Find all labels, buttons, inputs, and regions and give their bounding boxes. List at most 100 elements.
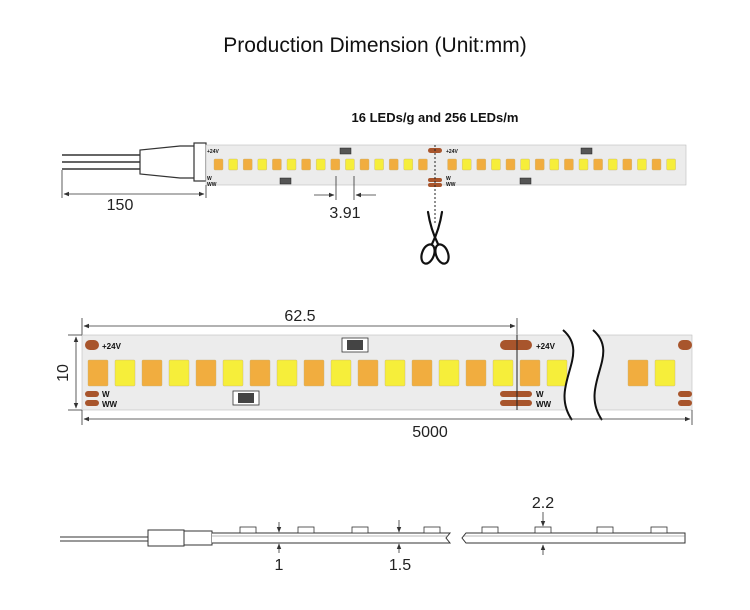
- side-led-chip: [534, 526, 552, 534]
- wire-length-dimension: 150: [61, 170, 207, 214]
- strip-width-dimension: 10: [55, 334, 82, 411]
- led-chip: [492, 359, 514, 387]
- led-chip: [578, 158, 589, 171]
- total-thickness-dimension: 1.5: [389, 520, 411, 574]
- led-density-label: 16 LEDs/g and 256 LEDs/m: [352, 110, 519, 125]
- led-chip: [520, 158, 530, 171]
- led-chip: [564, 158, 574, 171]
- led-chip: [505, 158, 516, 171]
- copper-pad: [500, 340, 532, 350]
- led-chip: [549, 158, 559, 171]
- overview-led-row: [213, 158, 676, 171]
- led-chip: [257, 158, 267, 171]
- led-chip: [608, 158, 618, 171]
- led-chip: [213, 158, 224, 171]
- positive-mark: +24V: [102, 342, 122, 351]
- led-height-dimension: 2.2: [532, 495, 554, 555]
- group-length-dimension: 62.5: [81, 308, 518, 336]
- led-chip: [535, 158, 545, 171]
- total-length-label: 5000: [412, 424, 448, 441]
- led-chip: [272, 158, 282, 171]
- copper-pad: [85, 400, 99, 406]
- pcb-thickness-label: 1: [275, 557, 284, 574]
- led-chip: [593, 158, 603, 171]
- resistor-icon: [279, 177, 292, 185]
- break-mark: [562, 329, 605, 421]
- led-chip: [345, 158, 355, 171]
- copper-pad: [428, 178, 442, 182]
- overview-strip: +24V W WW +24V W WW: [62, 142, 687, 188]
- copper-pad: [85, 391, 99, 397]
- side-connector-cap: [183, 530, 213, 546]
- overview-white-mark: W: [207, 176, 212, 182]
- led-chip: [637, 158, 647, 171]
- side-led-chip: [297, 526, 315, 534]
- warm-white-mark-2: WW: [536, 400, 552, 409]
- led-chip: [357, 359, 379, 387]
- led-chip: [622, 158, 632, 171]
- overview-white-mark-2: W: [446, 176, 451, 182]
- led-chip: [330, 158, 340, 171]
- side-pcb-right: [461, 532, 686, 544]
- copper-pad: [678, 391, 692, 397]
- scissors-icon: [420, 210, 450, 265]
- copper-pad: [500, 400, 532, 406]
- led-chip: [462, 158, 472, 171]
- led-chip: [374, 158, 384, 171]
- led-chip: [195, 359, 217, 387]
- led-chip: [666, 158, 676, 171]
- led-chip: [228, 158, 238, 171]
- led-chip: [519, 359, 541, 387]
- page-title: Production Dimension (Unit:mm): [223, 34, 526, 57]
- led-chip: [627, 359, 649, 387]
- white-mark-2: W: [536, 390, 544, 399]
- led-chip: [465, 359, 487, 387]
- led-chip: [651, 158, 662, 171]
- led-chip: [476, 158, 486, 171]
- led-chip: [242, 158, 253, 171]
- resistor-icon: [339, 147, 352, 155]
- side-view: [60, 526, 686, 547]
- side-led-chip: [481, 526, 499, 534]
- side-led-chip: [239, 526, 257, 534]
- side-led-chip: [596, 526, 614, 534]
- copper-pad: [85, 340, 99, 350]
- side-led-chip: [423, 526, 441, 534]
- led-chip: [384, 359, 406, 387]
- detail-led-row: [87, 359, 676, 387]
- led-chip: [168, 359, 190, 387]
- resistor-icon: [341, 337, 369, 353]
- group-length-label: 62.5: [284, 308, 315, 325]
- led-chip: [389, 158, 399, 171]
- overview-positive-mark-2: +24V: [446, 149, 458, 155]
- led-chip: [276, 359, 298, 387]
- copper-pad: [678, 340, 692, 350]
- resistor-icon: [580, 147, 593, 155]
- led-chip: [249, 359, 271, 387]
- white-mark: W: [102, 390, 110, 399]
- led-chip: [316, 158, 326, 171]
- led-chip: [491, 158, 501, 171]
- side-pcb-left: [212, 532, 452, 544]
- led-chip: [654, 359, 676, 387]
- wire-length-label: 150: [107, 197, 134, 214]
- led-chip: [87, 359, 109, 387]
- led-height-label: 2.2: [532, 495, 554, 512]
- wire-connector-icon: [62, 142, 207, 182]
- overview-warm-white-mark: WW: [207, 182, 217, 188]
- led-chip: [418, 158, 428, 171]
- resistor-icon: [519, 177, 532, 185]
- total-length-dimension: 5000: [81, 410, 693, 441]
- led-chip: [222, 359, 244, 387]
- led-chip: [359, 158, 370, 171]
- warm-white-mark: WW: [102, 400, 118, 409]
- led-chip: [403, 158, 413, 171]
- resistor-icon: [232, 390, 260, 406]
- copper-pad: [500, 391, 532, 397]
- led-pitch-dimension: 3.91: [314, 176, 376, 222]
- total-thickness-label: 1.5: [389, 557, 411, 574]
- led-chip: [141, 359, 163, 387]
- copper-pad: [678, 400, 692, 406]
